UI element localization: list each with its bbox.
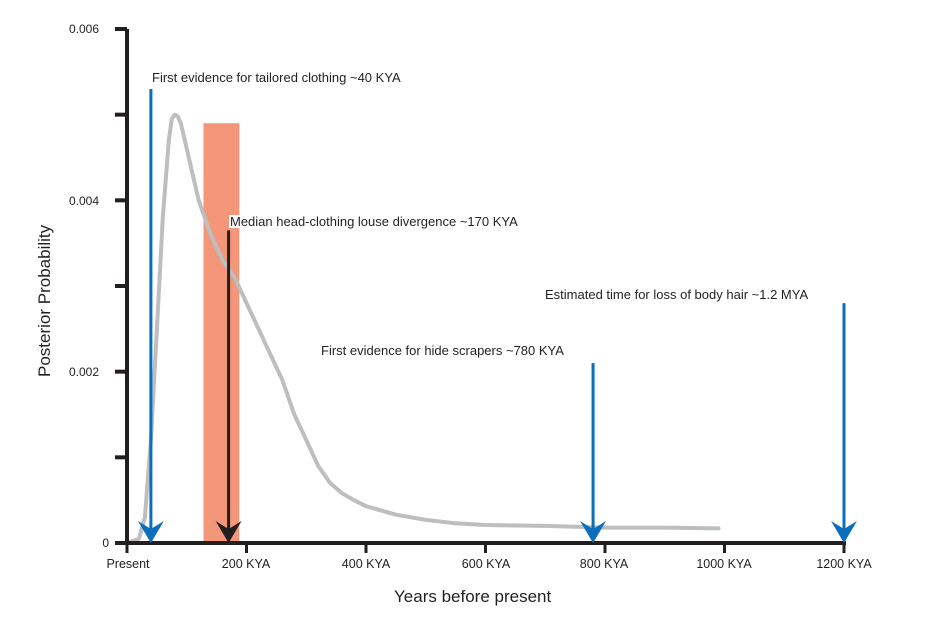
annotation-body-hair-loss: Estimated time for loss of body hair ~1.…: [544, 287, 810, 302]
x-tick-label: 400 KYA: [341, 557, 391, 571]
confidence-interval-shade: [203, 123, 240, 543]
x-tick-label: 1000 KYA: [696, 557, 752, 571]
x-axis-title: Years before present: [394, 587, 552, 606]
axes: [115, 27, 846, 553]
posterior-curve: [125, 112, 721, 545]
x-tick-label: 600 KYA: [461, 557, 511, 571]
y-tick-label: 0.002: [68, 365, 99, 379]
x-tick-label: Present: [106, 557, 150, 571]
x-tick-label: 800 KYA: [579, 557, 629, 571]
y-tick-label: 0.004: [68, 194, 99, 208]
annotation-hide-scrapers: First evidence for hide scrapers ~780 KY…: [320, 343, 565, 358]
annotation-tailored-clothing: First evidence for tailored clothing ~40…: [151, 70, 402, 85]
annotation-arrows: [137, 88, 857, 543]
x-tick-label: 200 KYA: [221, 557, 271, 571]
annotation-median-divergence: Median head-clothing louse divergence ~1…: [229, 214, 519, 229]
y-tick-label: 0.006: [68, 22, 99, 36]
y-tick-label: 0: [102, 536, 109, 550]
y-axis-title: Posterior Probability: [35, 224, 54, 377]
x-tick-label: 1200 KYA: [816, 557, 872, 571]
